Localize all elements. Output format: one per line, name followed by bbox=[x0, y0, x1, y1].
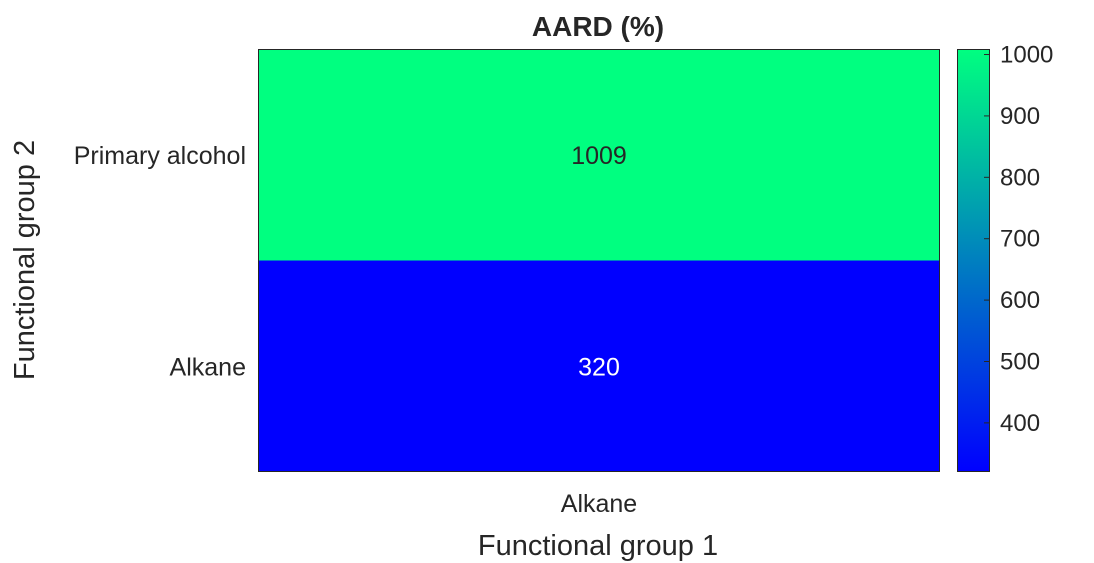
colorbar-ticks: 400 500 600 700 800 900 1000 bbox=[984, 42, 1053, 437]
y-axis-label: Functional group 2 bbox=[9, 140, 41, 380]
y-tick-label: Alkane bbox=[170, 353, 246, 381]
heatmap-cells: 1009 320 bbox=[258, 49, 940, 472]
cell-value-label: 320 bbox=[578, 353, 620, 381]
y-tick-labels: Primary alcohol Alkane bbox=[74, 142, 246, 382]
colorbar-tick-label: 500 bbox=[1000, 348, 1040, 375]
x-tick-label: Alkane bbox=[561, 490, 637, 518]
colorbar-tick-label: 900 bbox=[1000, 103, 1040, 130]
colorbar-tick-label: 600 bbox=[1000, 287, 1040, 314]
heatmap-cell bbox=[258, 260, 940, 472]
heatmap-cell bbox=[258, 49, 940, 261]
x-tick-labels: Alkane bbox=[561, 490, 637, 518]
colorbar-tick-label: 1000 bbox=[1000, 42, 1053, 69]
colorbar-tick-label: 700 bbox=[1000, 226, 1040, 253]
plot-frame bbox=[258, 49, 940, 472]
colorbar-tick-label: 400 bbox=[1000, 410, 1040, 437]
cell-value-label: 1009 bbox=[571, 142, 627, 170]
x-axis-label: Functional group 1 bbox=[478, 530, 718, 562]
y-tick-label: Primary alcohol bbox=[74, 142, 246, 170]
chart-title: AARD (%) bbox=[532, 11, 664, 42]
colorbar-tick-label: 800 bbox=[1000, 164, 1040, 191]
colorbar bbox=[957, 49, 990, 472]
